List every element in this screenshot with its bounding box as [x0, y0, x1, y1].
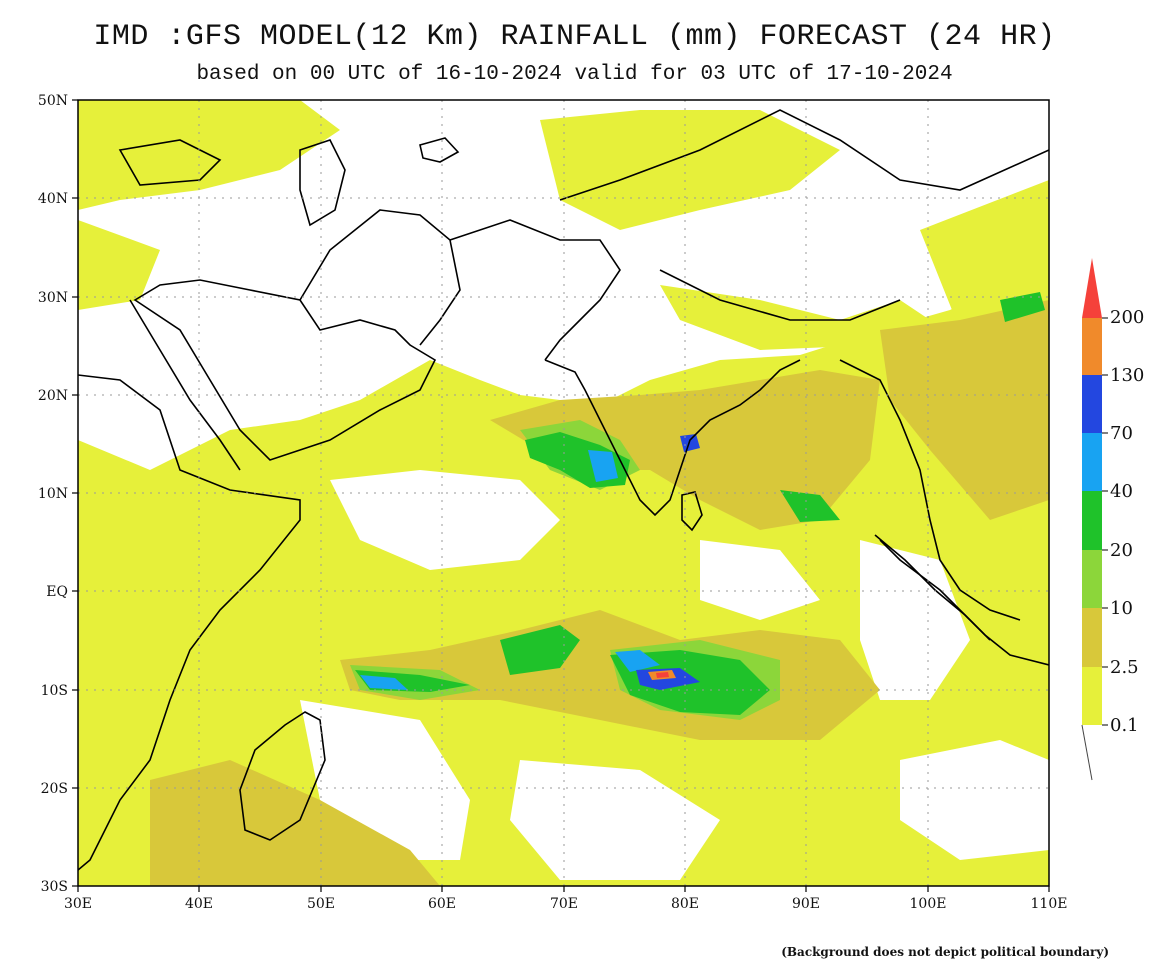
lat-label: 10S — [41, 683, 68, 699]
legend-swatch — [1082, 550, 1102, 608]
disclaimer-note: (Background does not depict political bo… — [781, 945, 1109, 959]
legend-swatch — [1082, 433, 1102, 491]
lon-label: 110E — [1031, 896, 1068, 912]
lat-label: 30S — [41, 879, 68, 895]
lat-label: 30N — [38, 290, 68, 306]
legend-level: 200 — [1110, 307, 1144, 328]
legend-swatch — [1082, 375, 1102, 433]
lat-label: 20S — [41, 781, 68, 797]
legend-swatch — [1082, 318, 1102, 375]
color-legend: 200 130 70 40 20 10 2.5 0.1 — [1081, 258, 1144, 781]
lat-label: 10N — [38, 486, 68, 502]
coastlines — [78, 109, 1049, 871]
legend-level: 10 — [1110, 598, 1133, 619]
grid — [78, 100, 1049, 886]
lat-label: EQ — [46, 584, 68, 600]
legend-level: 70 — [1110, 423, 1133, 444]
lat-label: 50N — [38, 93, 68, 109]
lon-label: 50E — [307, 896, 335, 912]
chart-title: IMD :GFS MODEL(12 Km) RAINFALL (mm) FORE… — [93, 20, 1056, 54]
chart-subtitle: based on 00 UTC of 16-10-2024 valid for … — [196, 63, 953, 86]
legend-arrow-top — [1082, 258, 1102, 318]
legend-level: 40 — [1110, 481, 1133, 502]
legend-swatch — [1082, 491, 1102, 550]
lat-label: 40N — [38, 191, 68, 207]
legend-swatch — [1082, 608, 1102, 667]
map-area — [78, 100, 1049, 886]
lon-label: 100E — [910, 896, 947, 912]
legend-level: 130 — [1110, 365, 1144, 386]
legend-arrow-bottom — [1081, 724, 1093, 781]
lon-label: 70E — [550, 896, 578, 912]
lon-label: 30E — [64, 896, 92, 912]
legend-level: 20 — [1110, 540, 1133, 561]
lon-label: 40E — [185, 896, 213, 912]
legend-level: 0.1 — [1110, 715, 1139, 736]
legend-level: 2.5 — [1110, 657, 1139, 678]
lon-label: 60E — [428, 896, 456, 912]
lon-label: 90E — [792, 896, 820, 912]
legend-swatch — [1082, 667, 1102, 725]
lat-label: 20N — [38, 388, 68, 404]
lon-label: 80E — [671, 896, 699, 912]
